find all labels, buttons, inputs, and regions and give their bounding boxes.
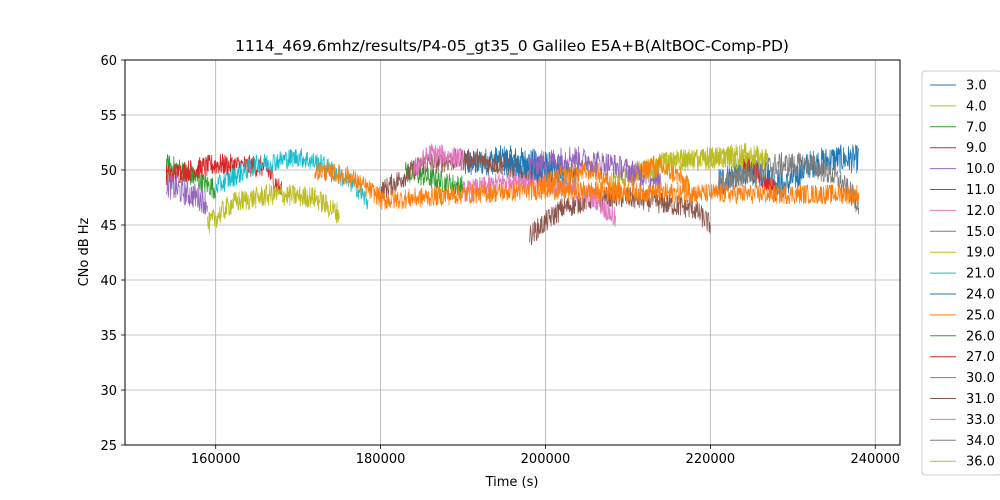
legend-label: 36.0 (966, 455, 995, 470)
legend-label: 25.0 (966, 308, 995, 323)
legend-label: 12.0 (966, 204, 995, 219)
legend-label: 4.0 (966, 99, 987, 114)
x-axis-label: Time (s) (485, 475, 539, 490)
series-line-21.0 (215, 148, 369, 210)
legend-label: 19.0 (966, 246, 995, 261)
series-line-3.0 (784, 144, 860, 200)
series-line-30.0 (528, 146, 645, 187)
series-line-25.0 (314, 161, 381, 207)
legend-label: 31.0 (966, 392, 995, 407)
y-tick-label: 35 (100, 329, 117, 344)
y-tick-label: 30 (100, 384, 117, 399)
series-layer (165, 142, 860, 246)
chart-title: 1114_469.6mhz/results/P4-05_gt35_0 Galil… (235, 37, 789, 56)
x-tick-label: 220000 (686, 452, 736, 467)
y-tick-label: 50 (100, 164, 117, 179)
series-line-25.0 (536, 160, 621, 201)
y-tick-label: 25 (100, 439, 117, 454)
series-line-15.0 (718, 152, 860, 215)
legend-label: 24.0 (966, 288, 995, 303)
series-line-10.0 (166, 172, 208, 215)
series-line-12.0 (413, 143, 464, 176)
series-line-25.0 (627, 182, 860, 205)
series-line-19.0 (207, 183, 340, 234)
legend-label: 7.0 (966, 120, 987, 135)
x-tick-label: 240000 (850, 452, 900, 467)
plot-frame (124, 59, 901, 446)
legend-box (921, 70, 1000, 476)
series-line-25.0 (380, 179, 629, 210)
series-line-4.0 (627, 146, 761, 181)
x-axis: 160000 180000 200000 220000 240000 (191, 445, 900, 467)
legend: 3.0 4.0 7.0 9.0 10.0 11.0 12.0 15.0 19.0 21.0 24.0… (921, 70, 1000, 476)
legend-label: 30.0 (966, 371, 995, 386)
legend-label: 10.0 (966, 162, 995, 177)
legend-label: 3.0 (966, 79, 987, 94)
x-tick-label: 200000 (521, 452, 571, 467)
legend-label: 26.0 (966, 329, 995, 344)
y-axis: 25 30 35 40 45 50 55 60 (100, 54, 125, 454)
legend-label: 34.0 (966, 434, 995, 449)
legend-label: 27.0 (966, 350, 995, 365)
y-tick-label: 45 (100, 219, 117, 234)
legend-label: 21.0 (966, 267, 995, 282)
plot-area (165, 142, 860, 246)
y-tick-label: 60 (100, 54, 117, 69)
x-tick-label: 160000 (191, 452, 241, 467)
x-tick-label: 180000 (356, 452, 406, 467)
y-tick-label: 40 (100, 274, 117, 289)
legend-label: 15.0 (966, 225, 995, 240)
y-axis-label: CNo dB Hz (77, 217, 92, 286)
legend-label: 33.0 (966, 413, 995, 428)
legend-label: 11.0 (966, 183, 995, 198)
legend-label: 9.0 (966, 141, 987, 156)
y-tick-label: 55 (100, 109, 117, 124)
